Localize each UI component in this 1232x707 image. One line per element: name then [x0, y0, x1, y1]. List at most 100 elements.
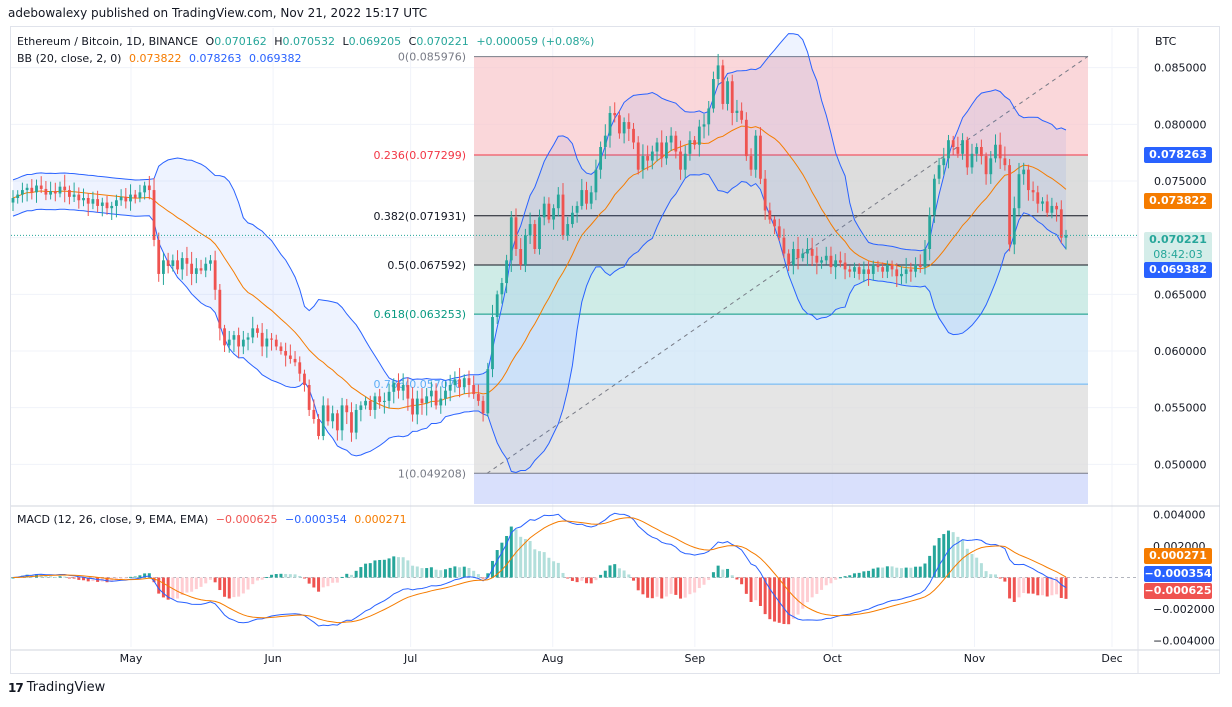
fib-zone: [474, 384, 1088, 474]
macd-histogram-bar: [392, 556, 396, 578]
macd-histogram-bar: [199, 577, 203, 587]
macd-histogram-bar: [232, 577, 236, 598]
candle-body: [702, 124, 706, 127]
macd-histogram-bar: [791, 577, 795, 619]
macd-histogram-bar: [241, 577, 245, 594]
candle-body: [730, 81, 734, 113]
candle-body: [834, 260, 838, 268]
candle-body: [928, 215, 932, 249]
candle-body: [862, 269, 866, 274]
candle-body: [806, 249, 809, 254]
macd-histogram-bar: [387, 558, 391, 578]
macd-histogram-bar: [110, 577, 114, 582]
candle-body: [763, 178, 767, 211]
candle-body: [439, 398, 443, 406]
macd-histogram-bar: [1012, 577, 1016, 602]
macd-histogram-bar: [274, 574, 278, 578]
macd-histogram-bar: [951, 532, 955, 578]
candle-body: [679, 151, 682, 170]
candle-body: [961, 140, 964, 154]
open-value: 0.070162: [214, 35, 267, 48]
macd-histogram-bar: [585, 577, 589, 584]
macd-histogram-bar: [998, 577, 1002, 579]
candle-body: [162, 260, 165, 274]
macd-histogram-bar: [317, 577, 321, 592]
macd-histogram-bar: [176, 577, 180, 599]
candle-body: [942, 158, 946, 166]
macd-histogram-bar: [867, 570, 871, 578]
bb-upper-line: [12, 33, 1067, 383]
candle-body: [909, 269, 913, 272]
candle-body: [100, 202, 104, 206]
candle-body: [434, 390, 438, 406]
macd-histogram-bar: [476, 574, 480, 578]
macd-histogram-bar: [932, 545, 936, 578]
time-tick-label: Dec: [1101, 652, 1122, 665]
macd-histogram-bar: [227, 577, 231, 599]
macd-histogram-bar: [415, 566, 419, 578]
macd-histogram-bar: [876, 567, 880, 578]
candle-body: [796, 249, 800, 259]
candle-body: [1064, 235, 1068, 238]
tradingview-logo[interactable]: 17 TradingView: [8, 680, 105, 695]
macd-histogram-bar: [735, 577, 739, 580]
macd-histogram-bar: [505, 535, 509, 578]
macd-tick-label: −0.004000: [1153, 635, 1215, 648]
macd-histogram-bar: [566, 577, 570, 579]
macd-histogram-bar: [246, 577, 250, 590]
candle-body: [914, 264, 917, 272]
macd-histogram-bar: [758, 577, 762, 606]
candle-body: [486, 369, 490, 414]
macd-histogram-bar: [937, 538, 941, 578]
fib-level-label: 0.382(0.071931): [373, 210, 466, 223]
candle-body: [697, 126, 701, 145]
macd-histogram-bar: [509, 526, 513, 578]
candle-body: [72, 194, 76, 197]
candle-body: [53, 191, 57, 194]
candle-body: [58, 186, 62, 194]
macd-histogram-bar: [44, 575, 48, 578]
macd-histogram-bar: [627, 574, 631, 578]
candle-body: [415, 398, 419, 415]
candle-body: [397, 382, 400, 391]
macd-line-value: −0.000354: [284, 513, 347, 526]
candle-body: [683, 153, 687, 170]
candle-body: [824, 255, 828, 261]
candle-body: [176, 260, 179, 270]
macd-histogram-bar: [265, 577, 269, 579]
bb-label[interactable]: BB (20, close, 2, 0): [17, 52, 122, 65]
macd-histogram-bar: [542, 552, 546, 578]
macd-histogram-bar: [885, 566, 889, 578]
macd-histogram-bar: [881, 567, 885, 578]
candle-body: [655, 142, 659, 152]
candle-body: [373, 396, 377, 410]
macd-histogram-bar: [820, 577, 824, 590]
candle-body: [632, 128, 635, 143]
candle-body: [622, 122, 626, 134]
macd-histogram-bar: [223, 577, 227, 597]
candle-body: [749, 156, 753, 170]
candle-body: [237, 335, 241, 347]
candle-body: [1045, 201, 1049, 213]
candle-body: [453, 379, 457, 385]
candle-body: [350, 412, 353, 433]
macd-histogram-bar: [594, 577, 598, 581]
macd-histogram-bar: [838, 577, 842, 579]
macd-histogram-bar: [1064, 577, 1068, 599]
candle-body: [791, 249, 795, 265]
macd-histogram-bar: [129, 576, 133, 578]
candle-body: [382, 400, 386, 402]
macd-histogram-bar: [599, 574, 603, 578]
candle-body: [448, 385, 452, 391]
candle-body: [829, 255, 833, 268]
price-tick-label: 0.085000: [1154, 62, 1207, 75]
macd-label[interactable]: MACD (12, 26, close, 9, EMA, EMA): [17, 513, 209, 526]
macd-histogram-bar: [406, 560, 410, 578]
candle-body: [213, 260, 217, 290]
bb-upper-tag: 0.078263: [1144, 147, 1212, 163]
candle-body: [345, 405, 349, 413]
candle-body: [204, 263, 208, 271]
symbol-label[interactable]: Ethereum / Bitcoin, 1D, BINANCE: [17, 35, 199, 48]
macd-histogram-bar: [810, 577, 814, 598]
